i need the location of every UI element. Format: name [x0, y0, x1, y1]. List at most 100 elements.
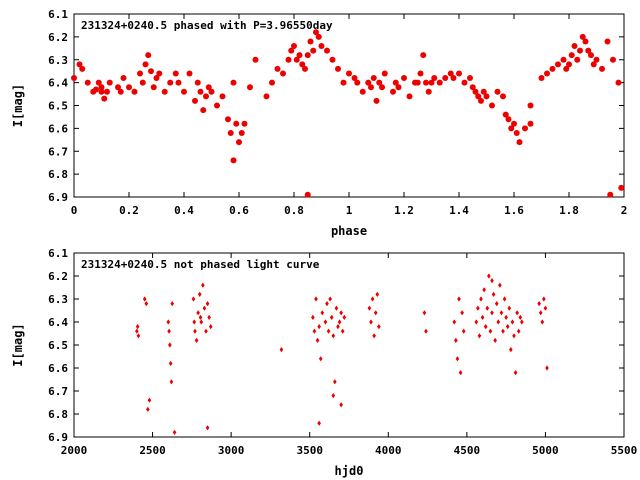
- data-point: [516, 328, 521, 334]
- data-point: [196, 310, 200, 316]
- data-point: [207, 314, 211, 320]
- data-point: [457, 296, 461, 302]
- data-point: [302, 65, 308, 72]
- data-point: [104, 88, 110, 95]
- x-tick-label: 3500: [296, 444, 323, 457]
- data-point: [604, 38, 611, 45]
- data-point: [169, 379, 174, 385]
- data-point: [325, 301, 329, 307]
- data-point: [252, 56, 259, 63]
- x-axis-label: hjd0: [335, 464, 364, 478]
- x-tick-label: 0.8: [284, 204, 304, 217]
- y-tick-label: 6.2: [48, 270, 68, 283]
- data-point: [507, 305, 512, 311]
- data-point: [599, 65, 605, 72]
- data-point: [513, 129, 520, 136]
- data-point: [230, 79, 237, 86]
- data-point: [476, 305, 480, 311]
- x-tick-label: 4000: [375, 444, 402, 457]
- data-point: [452, 319, 457, 325]
- data-point: [354, 79, 361, 86]
- data-point: [329, 314, 334, 320]
- data-point: [368, 84, 374, 91]
- data-point: [574, 56, 581, 63]
- data-point: [197, 88, 204, 95]
- data-point: [501, 328, 505, 334]
- data-point: [379, 84, 385, 91]
- data-point: [414, 79, 421, 86]
- data-point: [76, 61, 83, 68]
- data-point: [208, 88, 215, 95]
- data-point: [145, 52, 152, 59]
- tick-labels: 2000 2500 3000 3500 4000 4500 5000 5500 6.1 6.2 6.…: [48, 247, 637, 457]
- data-point: [126, 84, 132, 91]
- data-point: [377, 324, 381, 330]
- data-point: [406, 93, 413, 100]
- data-point: [461, 79, 468, 86]
- data-point: [585, 47, 592, 54]
- y-tick-label: 6.4: [48, 316, 68, 329]
- data-point: [560, 56, 567, 63]
- data-point: [346, 70, 352, 77]
- data-point: [482, 287, 486, 293]
- data-point: [467, 75, 473, 82]
- data-point: [167, 328, 171, 334]
- data-point: [540, 319, 545, 325]
- data-point: [527, 120, 534, 127]
- data-point: [590, 61, 597, 68]
- data-point: [318, 356, 323, 362]
- data-point: [197, 291, 202, 297]
- data-point: [582, 38, 589, 45]
- data-point: [373, 97, 380, 104]
- data-point: [101, 95, 108, 102]
- data-point: [510, 319, 515, 325]
- data-point: [334, 305, 339, 311]
- data-point: [175, 79, 182, 86]
- data-point: [247, 84, 253, 91]
- data-point: [98, 88, 105, 95]
- data-point: [472, 88, 479, 95]
- data-point: [477, 333, 482, 339]
- x-tick-label: 5000: [532, 444, 559, 457]
- data-point: [373, 310, 378, 316]
- data-point: [117, 88, 124, 95]
- y-tick-label: 6.8: [48, 408, 68, 421]
- data-point: [172, 70, 179, 77]
- data-point: [233, 120, 240, 127]
- ticks: [73, 13, 625, 198]
- data-point: [537, 301, 541, 307]
- plot-frame: [73, 252, 625, 438]
- data-point: [202, 305, 207, 311]
- data-point: [139, 79, 146, 86]
- data-point: [142, 296, 147, 302]
- data-point: [310, 47, 317, 54]
- data-point: [515, 310, 519, 316]
- y-tick-label: 6.9: [48, 431, 68, 444]
- x-tick-label: 1.2: [394, 204, 414, 217]
- x-tick-label: 3000: [218, 444, 245, 457]
- data-point: [296, 52, 303, 59]
- unphased-light-curve-plot: 2000 2500 3000 3500 4000 4500 5000 5500 6.1 6.2 6.…: [11, 247, 637, 478]
- data-point: [542, 296, 546, 302]
- data-point: [200, 107, 207, 114]
- data-point: [205, 425, 210, 431]
- data-point: [204, 328, 208, 334]
- data-point: [372, 333, 376, 339]
- data-point: [479, 296, 483, 302]
- data-point: [95, 79, 102, 86]
- data-point: [489, 102, 495, 109]
- y-tick-label: 6.3: [48, 293, 68, 306]
- data-point: [490, 310, 494, 316]
- data-point: [425, 88, 432, 95]
- data-point: [504, 314, 508, 320]
- data-point: [381, 70, 388, 77]
- data-point: [331, 333, 336, 339]
- data-points: [135, 273, 549, 435]
- phased-light-curve-plot: 0 0.2 0.4 0.6 0.8 1 1.2 1.4 1.6 1.8 2 6.1 6.2 6.3 6.4 6…: [11, 8, 627, 238]
- data-point: [365, 79, 372, 86]
- data-point: [314, 296, 318, 302]
- data-point: [505, 116, 512, 123]
- data-point: [544, 70, 550, 77]
- x-tick-label: 0.2: [119, 204, 139, 217]
- data-point: [549, 65, 556, 72]
